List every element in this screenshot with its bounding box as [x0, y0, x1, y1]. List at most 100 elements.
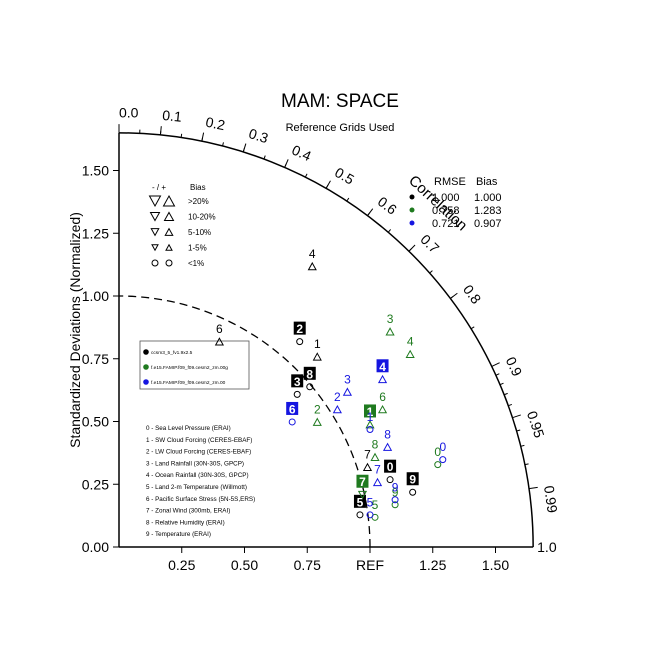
point-label: 7 — [364, 448, 371, 462]
data-point: 7 — [356, 474, 369, 500]
point-label-box — [286, 401, 299, 415]
corr-major-tick — [528, 486, 538, 490]
data-point: 4 — [376, 359, 389, 384]
corr-tick-label: 0.1 — [162, 107, 183, 125]
point-marker-circle — [306, 383, 314, 391]
bias-circle-icon — [151, 259, 159, 267]
bias-legend-row: >20% — [188, 197, 209, 206]
diagram-grid — [118, 132, 534, 548]
data-point: 1 — [364, 404, 376, 429]
data-point: 1 — [312, 337, 322, 361]
corr-major-tick — [325, 180, 331, 189]
point-label-box — [293, 321, 306, 335]
series-legend-dot — [143, 349, 149, 355]
stats-rmse-value: 0.758 — [432, 205, 460, 217]
point-label: 9 — [409, 473, 416, 487]
variable-legend-item: 5 - Land 2-m Temperature (Willmott) — [146, 484, 247, 491]
corr-tick-label: 0.7 — [417, 231, 442, 256]
corr-minor-tick — [222, 142, 224, 147]
x-tick-label: REF — [356, 557, 384, 573]
point-marker-triangle — [312, 352, 322, 361]
corr-major-tick — [367, 208, 374, 216]
data-point: 9 — [391, 480, 399, 504]
point-marker-triangle — [214, 337, 224, 346]
point-marker-circle — [366, 511, 374, 519]
point-marker-circle — [391, 501, 399, 509]
data-point: 3 — [342, 372, 353, 396]
x-tick-label: 1.25 — [419, 557, 446, 573]
variable-legend-item: 7 - Zonal Wind (300mb, ERAI) — [146, 508, 230, 515]
data-point: 4 — [405, 335, 415, 359]
data-point: 0 — [434, 445, 442, 469]
bias-up-triangle-icon — [165, 243, 173, 251]
data-point: 2 — [312, 402, 322, 426]
variable-legend-item: 2 - LW Cloud Forcing (CERES-EBAF) — [146, 449, 251, 456]
bias-legend-title: Bias — [190, 183, 206, 192]
point-label: 5 — [357, 495, 364, 509]
point-marker-triangle — [312, 417, 322, 426]
point-marker-triangle — [370, 452, 380, 461]
variable-legend-item: 6 - Pacific Surface Stress (5N-5S,ERS) — [146, 496, 255, 503]
variable-legend-item: 9 - Temperature (ERAI) — [146, 531, 211, 538]
point-marker-circle — [434, 461, 442, 469]
corr-major-tick — [450, 292, 458, 299]
point-marker-circle — [296, 338, 304, 346]
point-label: 0 — [434, 445, 441, 459]
corr-tick-label: 0.5 — [332, 164, 357, 188]
point-label-box — [376, 359, 389, 373]
x-tick-label: 0.25 — [168, 557, 195, 573]
corr-minor-tick — [499, 382, 504, 386]
point-marker-triangle — [307, 261, 317, 271]
corr-tick-label: 0.6 — [375, 193, 400, 218]
point-label: 4 — [407, 335, 414, 349]
stats-rmse-value: 0.721 — [432, 218, 460, 230]
y-axis-ticks: 0.00 0.25 0.50 0.75 1.00 1.25 1.50 — [82, 163, 119, 555]
stats-bias-value: 1.283 — [474, 205, 502, 217]
data-point: 6 — [286, 401, 299, 426]
point-label: 2 — [334, 390, 341, 404]
point-label: 1 — [367, 410, 374, 424]
point-label: 2 — [296, 322, 303, 336]
reference-std-arc — [118, 295, 371, 548]
bias-down-triangle-icon — [149, 211, 161, 222]
y-axis-label: Standardized Deviations (Normalized) — [67, 212, 83, 448]
point-label: 7 — [374, 463, 381, 477]
series-legend-name: ccsm3_5_fv1.9x2.5 — [151, 350, 193, 356]
point-label: 8 — [384, 428, 391, 442]
point-marker-triangle — [385, 327, 395, 336]
series-legend-dot — [143, 379, 149, 385]
point-label: 6 — [216, 322, 223, 336]
bias-legend: - / + Bias >20% 10-20% 5-10% 1-5% <1% — [148, 183, 216, 268]
corr-major-tick — [242, 143, 247, 153]
corr-tick-label: 0.3 — [247, 125, 271, 146]
point-marker-circle — [288, 418, 296, 426]
variable-legend-item: 4 - Ocean Rainfall (30N-30S, GPCP) — [146, 472, 249, 479]
bias-up-triangle-icon — [162, 195, 176, 207]
point-label: 9 — [392, 480, 399, 494]
corr-major-tick — [512, 414, 521, 419]
corr-minor-tick — [470, 326, 475, 330]
bias-circle-icon — [165, 259, 173, 267]
data-point: 2 — [293, 321, 306, 346]
data-point: 0 — [439, 440, 446, 464]
chart-title: MAM: SPACE — [281, 91, 399, 112]
data-point: 0 — [384, 459, 397, 484]
bias-down-triangle-icon — [148, 195, 162, 207]
x-tick-label: 1.50 — [482, 557, 509, 573]
y-tick-label: 1.00 — [82, 288, 109, 304]
series-legend-name: f.e15.FAMIP.f09_f09.cesm2_zm.00g — [151, 365, 228, 371]
corr-minor-tick — [520, 444, 525, 447]
data-point: 5 — [366, 495, 374, 519]
data-point: 1 — [366, 410, 374, 433]
corr-tick-label: 0.9 — [503, 354, 526, 379]
point-label-box — [406, 472, 419, 486]
data-point: 7 — [362, 448, 373, 472]
point-label-box — [384, 459, 397, 473]
corr-minor-tick — [508, 403, 513, 407]
x-tick-label: 0.50 — [231, 557, 258, 573]
corr-minor-tick — [387, 229, 392, 233]
corr-minor-tick — [516, 429, 521, 432]
point-marker-triangle — [377, 404, 388, 414]
data-point: 9 — [406, 472, 419, 496]
